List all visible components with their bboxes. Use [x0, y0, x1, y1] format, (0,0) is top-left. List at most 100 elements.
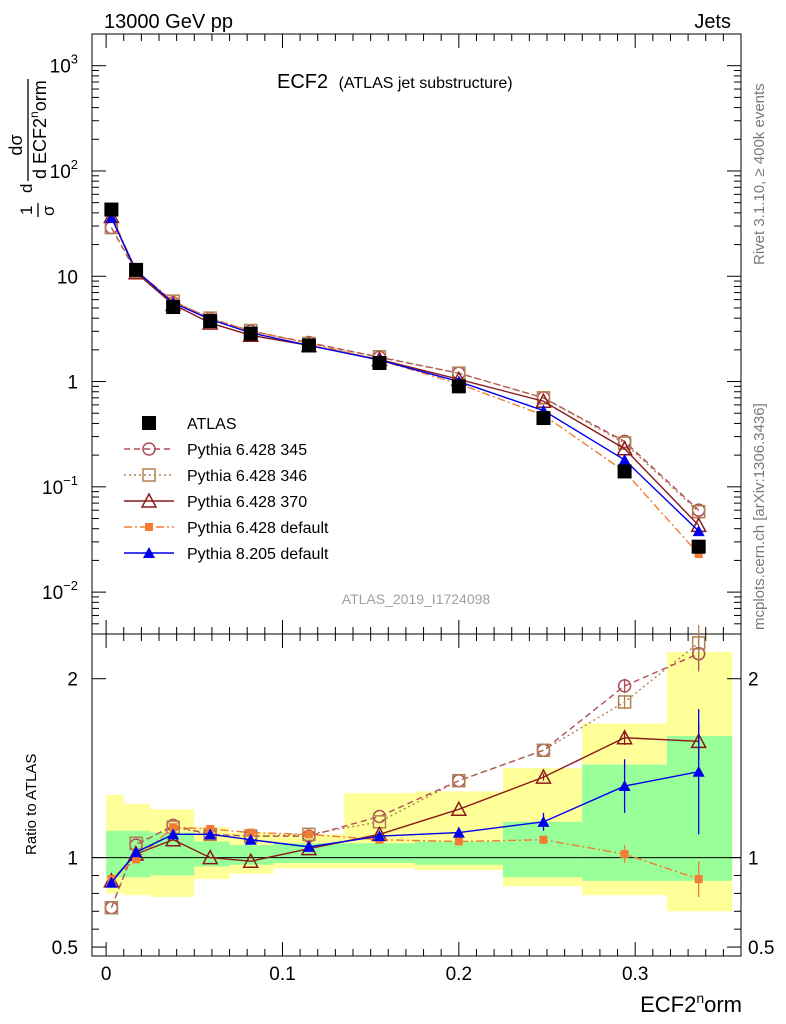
ratio-band-inner: [666, 735, 733, 881]
ratio-point: [454, 837, 463, 846]
ratio-point: [373, 830, 386, 842]
main-point: [694, 550, 703, 559]
main-y-tick-base: 10: [57, 267, 78, 288]
main-point: [692, 525, 705, 537]
ratio-point: [537, 815, 550, 827]
x-tick-label: 0: [101, 964, 112, 985]
ratio-point: [691, 636, 706, 650]
ratio-point: [167, 828, 180, 840]
x-tick-label: 0.1: [269, 964, 295, 985]
main-ylabel-group: 1 σ d dσ d ECF2norm: [6, 79, 58, 217]
legend-label: Pythia 6.428 default: [187, 520, 329, 537]
ratio-series-line: [110, 826, 699, 880]
main-ylabel-one: 1: [17, 206, 36, 215]
ratio-point: [104, 900, 119, 915]
plot-title: ECF2 (ATLAS jet substructure): [277, 71, 513, 93]
ratio-point: [452, 773, 466, 788]
ratio-y-tick-label-right: 0.5: [748, 938, 774, 959]
main-y-tick-label: 102: [50, 157, 78, 183]
ratio-point: [244, 833, 257, 845]
legend-marker: [145, 523, 153, 531]
main-point: [536, 391, 551, 405]
ratio-point: [617, 695, 632, 709]
ratio-band-inner: [344, 843, 415, 863]
process-label: Jets: [694, 11, 731, 33]
ratio-point: [302, 840, 315, 852]
plot-title-main: ECF2: [277, 71, 328, 93]
ratio-point: [204, 828, 217, 840]
main-point: [691, 539, 706, 554]
mcplots-label: mcplots.cern.ch [arXiv:1306.3436]: [751, 403, 768, 630]
main-ylabel-numer: dσ: [6, 134, 26, 155]
legend-marker: [143, 547, 155, 558]
ratio-band-inner: [502, 821, 583, 878]
main-y-tick-base: 10: [50, 162, 71, 183]
ratio-point: [132, 855, 141, 864]
main-y-tick-label: 10−2: [42, 578, 78, 604]
ratio-y-tick-label-right: 2: [748, 670, 759, 691]
ratio-point: [105, 876, 118, 888]
analysis-id: ATLAS_2019_I1724098: [342, 591, 491, 607]
ratio-plot-frame: [91, 633, 742, 957]
main-point: [301, 338, 316, 353]
ratio-point: [246, 828, 255, 837]
main-y-tick-label: 10: [57, 267, 78, 288]
ratio-point: [201, 849, 219, 865]
main-y-tick-label: 103: [50, 52, 78, 78]
ratio-point: [616, 729, 633, 745]
legend: ATLAS Pythia 6.428 345 Pythia 6.428 346 Pyt…: [124, 416, 329, 563]
main-point: [536, 411, 551, 426]
main-y-tick-exp: −2: [63, 578, 78, 593]
x-tick-label: 0.2: [446, 964, 472, 985]
legend-marker: [140, 492, 158, 508]
main-y-tick-base: 10: [50, 57, 71, 78]
x-axis-label-base: ECF2: [640, 992, 696, 1017]
main-point: [617, 464, 632, 479]
legend-label: Pythia 6.428 370: [187, 494, 307, 511]
ratio-point: [169, 823, 178, 832]
main-y-tick-base: 10: [42, 478, 63, 499]
ratio-y-tick-label: 2: [67, 670, 78, 691]
main-y-axis-label: 1 σ d dσ d ECF2norm: [6, 79, 58, 217]
legend-marker: [142, 442, 156, 456]
ratio-point: [692, 765, 705, 777]
main-ylabel-denom-base: d ECF2: [30, 118, 50, 179]
legend-label: Pythia 6.428 345: [187, 442, 307, 459]
main-point: [166, 300, 181, 315]
main-y-tick-exp: 3: [71, 52, 78, 67]
legend-marker: [142, 416, 156, 430]
main-point: [618, 453, 631, 465]
main-y-tick-label: 10−1: [42, 473, 78, 499]
energy-label: 13000 GeV pp: [104, 11, 233, 33]
main-ylabel-d: d: [17, 184, 36, 193]
legend-marker: [142, 468, 156, 482]
ratio-point: [620, 850, 629, 859]
plot-title-sub: (ATLAS jet substructure): [339, 75, 513, 92]
legend-label: Pythia 6.428 346: [187, 468, 307, 485]
ratio-y-axis-label: Ratio to ATLAS: [23, 754, 40, 855]
legend-label: ATLAS: [187, 416, 237, 433]
main-ylabel-sigma: σ: [39, 205, 58, 216]
ratio-point: [304, 830, 313, 839]
ratio-point: [452, 826, 465, 838]
main-point: [203, 314, 218, 329]
ratio-point: [694, 875, 703, 884]
ratio-plot: 0.5 0.5 1 1 2 2 0 0.1 0.2 0.3: [52, 625, 774, 985]
ratio-band-inner: [106, 830, 124, 878]
main-point: [243, 326, 258, 341]
main-ylabel-denom-sup: n: [27, 111, 41, 118]
main-y-tick-base: 1: [67, 373, 78, 394]
main-ylabel-denom: d ECF2norm: [27, 80, 50, 179]
ratio-point: [539, 835, 548, 844]
x-axis-label-sup: n: [696, 990, 704, 1006]
x-tick-label: 0.3: [622, 964, 648, 985]
ratio-point: [130, 846, 143, 858]
ratio-point: [617, 679, 632, 693]
x-axis-label: ECF2norm: [640, 990, 742, 1017]
main-point: [129, 262, 144, 277]
ratio-point: [535, 768, 552, 784]
x-axis-label-tail: orm: [704, 992, 742, 1017]
main-point: [104, 202, 119, 217]
main-point: [451, 379, 466, 394]
main-point: [372, 356, 387, 371]
